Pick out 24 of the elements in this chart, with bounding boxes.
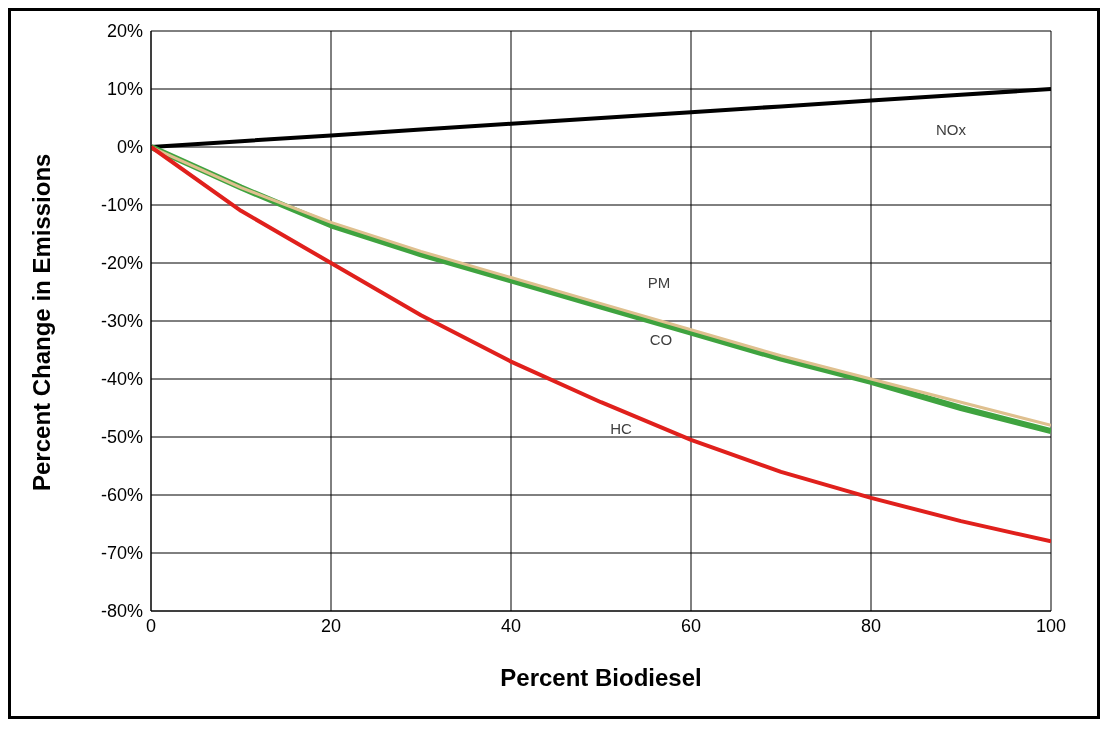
x-tick-label: 40 <box>500 615 522 636</box>
series-label: PM <box>647 273 671 291</box>
x-tick-label: 0 <box>145 615 157 636</box>
x-tick-label: 100 <box>1035 615 1067 636</box>
x-tick-label: 20 <box>320 615 342 636</box>
series-label: HC <box>610 420 632 438</box>
y-tick-label: -30% <box>100 311 143 332</box>
y-tick-label: 20% <box>106 21 143 42</box>
y-axis-title: Percent Change in Emissions <box>27 153 55 491</box>
x-tick-label: 60 <box>680 615 702 636</box>
y-tick-label: 10% <box>106 79 143 100</box>
y-tick-label: 0% <box>116 137 143 158</box>
y-tick-label: -50% <box>100 427 143 448</box>
y-tick-label: -80% <box>100 601 143 622</box>
line-series <box>151 145 1051 544</box>
y-tick-label: -20% <box>100 253 143 274</box>
y-tick-label: -40% <box>100 369 143 390</box>
series-label: CO <box>649 330 673 348</box>
x-tick-label: 80 <box>860 615 882 636</box>
y-tick-label: -70% <box>100 543 143 564</box>
y-tick-label: -60% <box>100 485 143 506</box>
y-tick-label: -10% <box>100 195 143 216</box>
x-axis-title: Percent Biodiesel <box>500 664 702 691</box>
series-label: NOx <box>936 120 967 138</box>
